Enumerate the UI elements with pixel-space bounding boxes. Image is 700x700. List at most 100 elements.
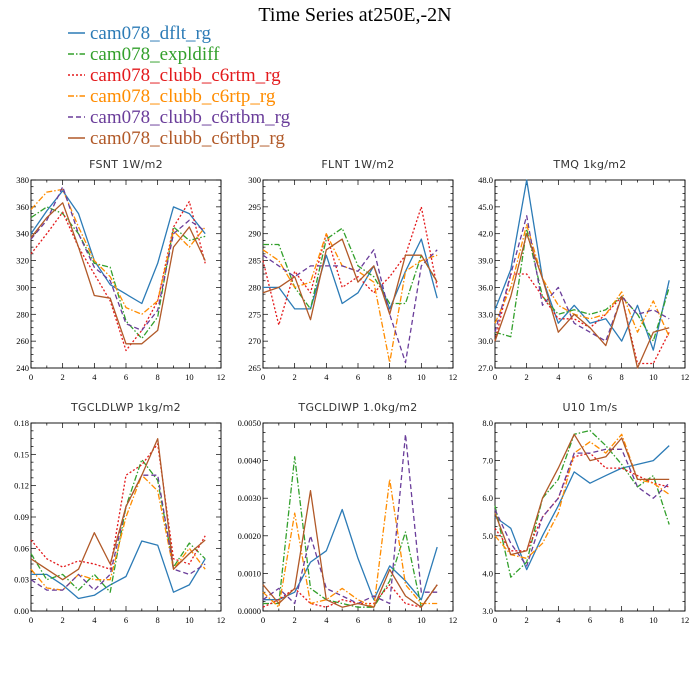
y-tick-label: 0.09 xyxy=(14,512,29,522)
x-tick-label: 2 xyxy=(61,372,65,382)
y-tick-label: 0.0000 xyxy=(238,606,261,616)
y-tick-label: 6.0 xyxy=(482,493,493,503)
series-line-2 xyxy=(30,206,206,340)
legend-item: cam078_clubb_c6rtp_rg xyxy=(68,86,276,107)
series-line-5 xyxy=(494,448,670,567)
x-tick-label: 12 xyxy=(681,615,690,625)
y-tick-label: 0.15 xyxy=(14,449,29,459)
x-tick-label: 4 xyxy=(92,615,97,625)
series-line-5 xyxy=(494,215,670,342)
panels: FSNT 1W/m20 2 4 6 8 10 12240260280300320340360… xyxy=(14,158,689,625)
y-tick-label: 4.0 xyxy=(482,568,493,578)
x-tick-label: 10 xyxy=(649,615,658,625)
y-tick-label: 240 xyxy=(16,363,29,373)
x-tick-label: 0 xyxy=(493,615,497,625)
series-line-1 xyxy=(263,238,438,310)
series-line-4 xyxy=(262,478,438,608)
panel: FSNT 1W/m2 0 2 4 6 8 10 12 240 260 280 300 320 340 360… xyxy=(16,158,225,382)
legend-item: cam078_clubb_c6rtbp_rg xyxy=(68,128,285,149)
panel-title: TGCLDLWP 1kg/m2 xyxy=(70,401,181,414)
y-tick-label: 275 xyxy=(248,309,261,319)
x-tick-label: 4 xyxy=(556,372,561,382)
y-tick-label: 260 xyxy=(16,336,29,346)
y-tick-label: 290 xyxy=(248,229,261,239)
x-tick-label: 12 xyxy=(681,372,690,382)
panel-title: FLNT 1W/m2 xyxy=(321,158,394,171)
y-tick-label: 270 xyxy=(248,336,261,346)
x-tick-label: 12 xyxy=(449,372,458,382)
series-line-2 xyxy=(263,456,438,608)
y-tick-label: 45.0 xyxy=(478,202,493,212)
x-tick-label: 0 xyxy=(261,372,265,382)
y-tick-label: 300 xyxy=(16,282,29,292)
x-tick-label: 6 xyxy=(588,372,592,382)
x-tick-label: 10 xyxy=(185,372,194,382)
x-tick-label: 8 xyxy=(388,615,392,625)
series-line-6 xyxy=(262,238,438,321)
x-tick-label: 0 xyxy=(29,615,33,625)
panel-title: FSNT 1W/m2 xyxy=(89,158,163,171)
x-tick-label: 4 xyxy=(324,372,329,382)
panel: TGCLDLWP 1kg/m2 0 2 4 6 8 10 12 0.00 0.03 0.06 0.09… xyxy=(14,401,225,625)
x-tick-label: 6 xyxy=(356,372,360,382)
y-tick-label: 0.12 xyxy=(14,481,29,491)
legend: cam078_dflt_rgcam078_expldiffcam078_club… xyxy=(68,23,291,149)
y-tick-label: 3.0 xyxy=(482,606,493,616)
x-tick-label: 2 xyxy=(293,615,297,625)
x-tick-label: 8 xyxy=(620,372,624,382)
series-line-6 xyxy=(262,490,438,608)
x-tick-label: 4 xyxy=(92,372,97,382)
x-tick-label: 10 xyxy=(185,615,194,625)
y-tick-label: 5.0 xyxy=(482,531,493,541)
x-tick-label: 2 xyxy=(61,615,65,625)
series-line-2 xyxy=(494,429,670,578)
legend-item: cam078_clubb_c6rtm_rg xyxy=(68,65,281,86)
y-tick-label: 360 xyxy=(16,202,29,212)
series-line-6 xyxy=(494,233,670,369)
y-tick-label: 0.06 xyxy=(14,543,29,553)
legend-item: cam078_expldiff xyxy=(68,44,220,65)
x-tick-label: 4 xyxy=(324,615,329,625)
x-tick-label: 6 xyxy=(124,372,128,382)
y-tick-label: 0.00 xyxy=(14,606,29,616)
series-line-1 xyxy=(263,508,438,601)
series-line-5 xyxy=(30,474,206,591)
panel: TGCLDIWP 1.0kg/m2 0 2 4 6 8 10 12 0.0000 0.0010 0.… xyxy=(238,401,458,625)
series-line-6 xyxy=(30,438,206,581)
series-line-2 xyxy=(30,458,206,593)
x-tick-label: 6 xyxy=(356,615,360,625)
x-tick-label: 6 xyxy=(124,615,128,625)
panel: TMQ 1kg/m2 0 2 4 6 8 10 12 27.0 30.0 33.0 36.0 39.0 4… xyxy=(478,158,689,382)
y-tick-label: 0.03 xyxy=(14,575,29,585)
x-tick-label: 2 xyxy=(525,372,529,382)
series-line-5 xyxy=(30,186,206,332)
y-tick-label: 0.0040 xyxy=(238,456,261,466)
y-tick-label: 7.0 xyxy=(482,456,493,466)
x-tick-label: 2 xyxy=(525,615,529,625)
x-tick-label: 6 xyxy=(588,615,592,625)
series-line-1 xyxy=(31,540,206,600)
x-tick-label: 10 xyxy=(417,372,426,382)
x-tick-label: 8 xyxy=(388,372,392,382)
y-tick-label: 285 xyxy=(248,256,261,266)
y-tick-label: 30.0 xyxy=(478,336,493,346)
panel: FLNT 1W/m2 0 2 4 6 8 10 12 265 270 275 280 285 290 295… xyxy=(248,158,457,382)
y-tick-label: 0.0050 xyxy=(238,418,261,428)
y-tick-label: 8.0 xyxy=(482,418,493,428)
y-tick-label: 0.0010 xyxy=(238,568,261,578)
series-line-2 xyxy=(263,227,438,310)
series-line-3 xyxy=(262,206,438,326)
series-line-5 xyxy=(262,249,438,364)
legend-label: cam078_clubb_c6rtm_rg xyxy=(90,65,281,86)
series-line-2 xyxy=(494,228,670,342)
x-tick-label: 8 xyxy=(156,615,160,625)
series-line-1 xyxy=(30,190,206,305)
y-tick-label: 36.0 xyxy=(478,282,493,292)
legend-label: cam078_expldiff xyxy=(90,44,220,65)
series-line-6 xyxy=(30,202,206,345)
y-tick-label: 265 xyxy=(248,363,261,373)
legend-item: cam078_dflt_rg xyxy=(68,23,212,44)
x-tick-label: 0 xyxy=(493,372,497,382)
series-line-4 xyxy=(494,224,670,337)
y-tick-label: 48.0 xyxy=(478,175,493,185)
